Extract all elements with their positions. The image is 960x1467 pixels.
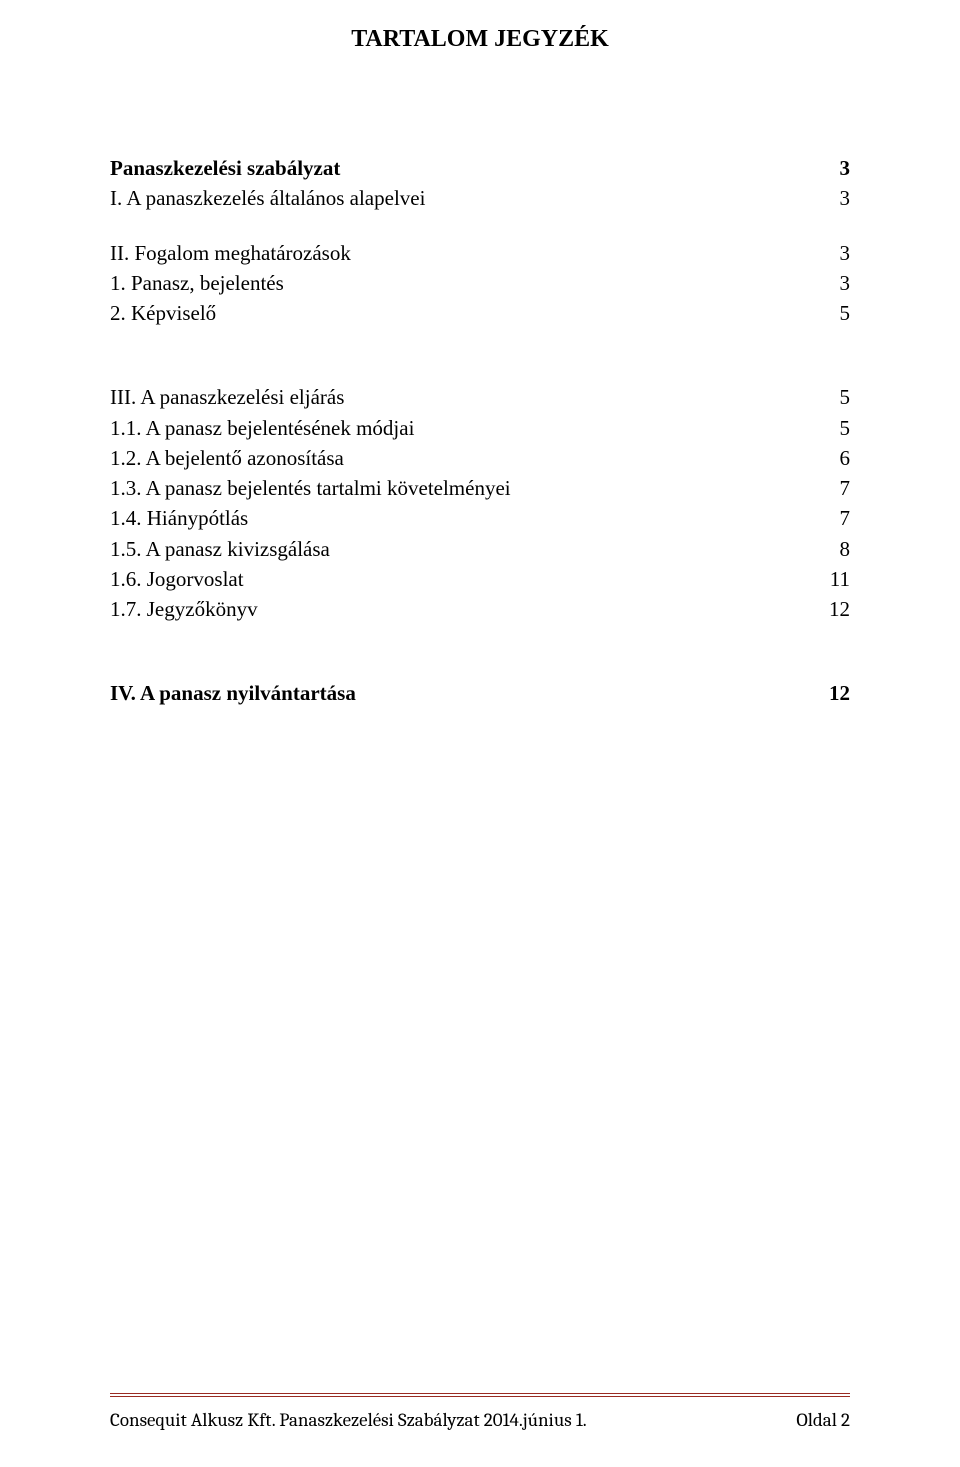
toc-row: 1.6. Jogorvoslat 11 [110, 564, 850, 594]
toc-label: I. A panaszkezelés általános alapelvei [110, 185, 425, 211]
toc-row: III. A panaszkezelési eljárás 5 [110, 382, 850, 412]
toc-label: 1.3. A panasz bejelentés tartalmi követe… [110, 475, 511, 501]
toc-row: 1.3. A panasz bejelentés tartalmi követe… [110, 473, 850, 503]
toc: Panaszkezelési szabályzat 3 I. A panaszk… [110, 153, 850, 709]
toc-label: 1.4. Hiánypótlás [110, 505, 248, 531]
toc-label: II. Fogalom meghatározások [110, 240, 351, 266]
toc-page: 5 [820, 415, 850, 441]
toc-row: 1.4. Hiánypótlás 7 [110, 503, 850, 533]
toc-page: 6 [820, 445, 850, 471]
footer-left: Consequit Alkusz Kft. Panaszkezelési Sza… [110, 1409, 587, 1431]
toc-row: IV. A panasz nyilvántartása 12 [110, 678, 850, 708]
toc-row: 1. Panasz, bejelentés 3 [110, 268, 850, 298]
toc-row: Panaszkezelési szabályzat 3 [110, 153, 850, 183]
toc-page: 12 [820, 680, 850, 706]
toc-label: 1.5. A panasz kivizsgálása [110, 536, 330, 562]
page-title: TARTALOM JEGYZÉK [110, 26, 850, 53]
toc-row: 1.2. A bejelentő azonosítása 6 [110, 443, 850, 473]
toc-label: 1.1. A panasz bejelentésének módjai [110, 415, 414, 441]
toc-label: 2. Képviselő [110, 300, 216, 326]
toc-label: 1.7. Jegyzőkönyv [110, 596, 258, 622]
toc-label: IV. A panasz nyilvántartása [110, 680, 356, 706]
toc-label: 1.6. Jogorvoslat [110, 566, 244, 592]
toc-page: 7 [820, 505, 850, 531]
page: TARTALOM JEGYZÉK Panaszkezelési szabályz… [0, 0, 960, 1467]
toc-page: 3 [820, 155, 850, 181]
footer: Consequit Alkusz Kft. Panaszkezelési Sza… [110, 1409, 850, 1431]
toc-label: III. A panaszkezelési eljárás [110, 384, 344, 410]
toc-row: 1.7. Jegyzőkönyv 12 [110, 594, 850, 624]
toc-page: 3 [820, 240, 850, 266]
toc-page: 5 [820, 300, 850, 326]
toc-page: 7 [820, 475, 850, 501]
footer-right: Oldal 2 [796, 1409, 850, 1431]
toc-label: 1.2. A bejelentő azonosítása [110, 445, 344, 471]
spacer [110, 624, 850, 678]
footer-rule [110, 1393, 850, 1397]
toc-row: 1.1. A panasz bejelentésének módjai 5 [110, 413, 850, 443]
toc-page: 8 [820, 536, 850, 562]
toc-row: 1.5. A panasz kivizsgálása 8 [110, 534, 850, 564]
toc-page: 12 [820, 596, 850, 622]
spacer [110, 214, 850, 238]
toc-row: II. Fogalom meghatározások 3 [110, 238, 850, 268]
toc-page: 3 [820, 185, 850, 211]
toc-page: 5 [820, 384, 850, 410]
toc-label: Panaszkezelési szabályzat [110, 155, 340, 181]
toc-row: I. A panaszkezelés általános alapelvei 3 [110, 183, 850, 213]
toc-row: 2. Képviselő 5 [110, 298, 850, 328]
spacer [110, 328, 850, 382]
toc-label: 1. Panasz, bejelentés [110, 270, 284, 296]
toc-page: 11 [820, 566, 850, 592]
toc-page: 3 [820, 270, 850, 296]
